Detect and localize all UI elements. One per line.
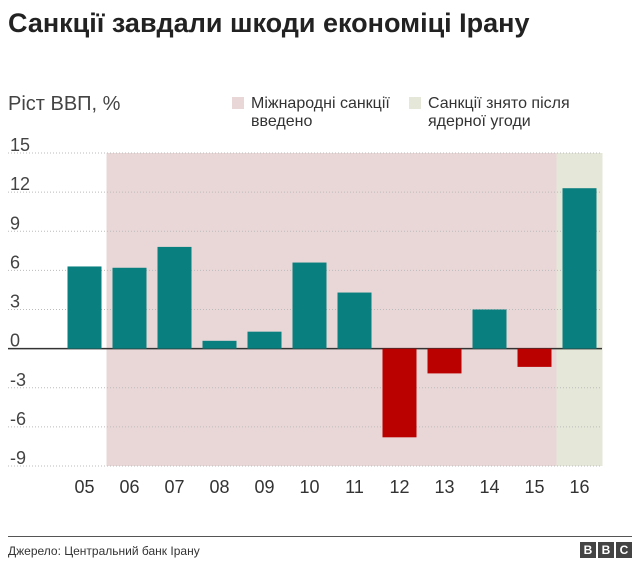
bar-06 [112,267,147,349]
x-tick-label: 08 [209,477,229,497]
x-tick-label: 11 [345,477,364,497]
x-tick-label: 06 [119,477,139,497]
logo-letter: C [616,542,632,558]
source-note: Джерело: Центральний банк Ірану [8,544,200,558]
legend-label-line: ядерної угоди [428,113,531,130]
y-tick-label: 15 [10,135,30,155]
legend-label-line: Міжнародні санкції [251,95,390,112]
bar-13 [427,348,462,374]
gdp-growth-bar-chart: 15 12 9 6 3 0 -3 -6 -9 05 06 07 08 09 10 11 12 13 14 15 16 [8,135,603,497]
bar-16 [562,188,597,349]
x-tick-label: 12 [389,477,409,497]
bar-14 [472,309,507,349]
x-tick-label: 13 [434,477,454,497]
legend-swatch-sanctions-imposed [232,97,244,109]
bar-07 [157,246,192,349]
legend-swatch-sanctions-lifted [409,97,421,109]
x-tick-label: 05 [74,477,94,497]
chart-title: Санкції завдали шкоди економіці Ірану [8,8,530,38]
bar-12 [382,348,417,438]
x-tick-label: 14 [479,477,499,497]
legend-label-line: введено [251,113,313,130]
x-tick-label: 16 [569,477,589,497]
y-tick-label: 6 [10,252,20,272]
bar-11 [337,292,372,349]
legend-label-sanctions-lifted: Санкції знято після ядерної угоди [428,95,570,131]
y-tick-label: 3 [10,292,20,312]
y-tick-label: 0 [10,331,20,351]
bar-05 [67,266,102,349]
bbc-logo: B B C [580,542,632,558]
y-tick-label: -9 [10,448,26,468]
logo-letter: B [580,542,596,558]
footer-divider [8,536,632,537]
bar-09 [247,331,282,349]
y-axis-label: Ріст ВВП, % [8,93,121,115]
bar-15 [517,348,552,367]
y-tick-label: 12 [10,174,30,194]
y-tick-label: 9 [10,213,20,233]
legend-label-sanctions-imposed: Міжнародні санкції введено [251,95,390,131]
x-tick-label: 09 [254,477,274,497]
bar-10 [292,262,327,349]
logo-letter: B [598,542,614,558]
y-tick-label: -3 [10,370,26,390]
x-tick-label: 07 [164,477,184,497]
legend-label-line: Санкції знято після [428,95,570,112]
bar-08 [202,340,237,349]
y-tick-label: -6 [10,409,26,429]
x-tick-label: 15 [524,477,544,497]
x-tick-label: 10 [299,477,319,497]
